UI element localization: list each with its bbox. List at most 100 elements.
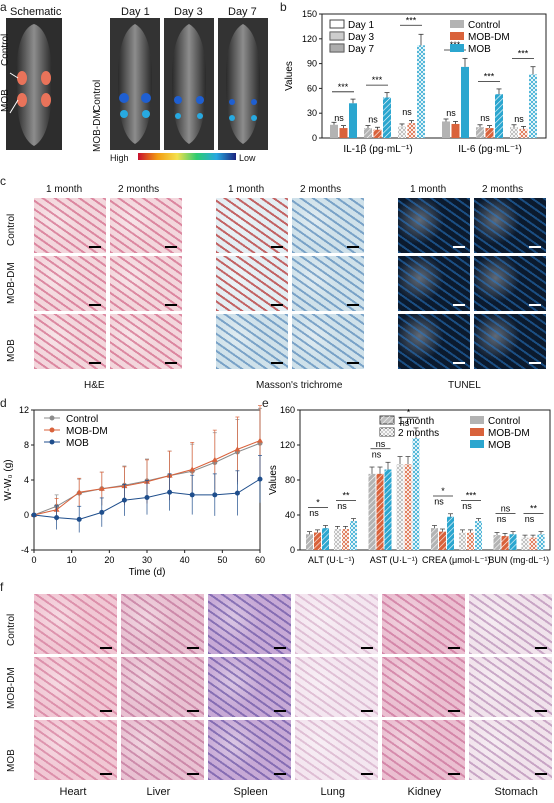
injection-site-right	[41, 71, 51, 85]
sig-stars: *	[316, 497, 320, 507]
data-point	[99, 509, 105, 515]
panel-d-label: d	[0, 396, 7, 410]
x-group-label: ALT (U·L⁻¹)	[308, 555, 354, 565]
scale-bar	[448, 647, 460, 649]
legend-label: MOB	[66, 438, 89, 449]
data-point	[98, 485, 105, 491]
x-tick-label: 60	[255, 555, 265, 565]
x-tick-label: 40	[180, 555, 190, 565]
sig-stars: ns	[501, 504, 511, 514]
mouse-imaging-panel	[6, 18, 268, 160]
column-day3: Day 3	[174, 6, 203, 18]
scale-bar	[271, 362, 283, 364]
bar-pattern	[509, 534, 517, 550]
legend-label: MOB-DM	[66, 426, 108, 437]
sig-ns: ns	[309, 508, 319, 518]
organ-tile	[208, 657, 291, 717]
organ-tile	[208, 594, 291, 654]
legend-swatch-group	[450, 32, 464, 40]
x-tick-label: 30	[142, 555, 152, 565]
legend-swatch-group	[470, 416, 484, 424]
organ-tile	[34, 720, 117, 780]
row-label: MOB-DM	[6, 667, 17, 709]
scale-bar	[274, 710, 286, 712]
panel-f-label: f	[0, 580, 4, 594]
organ-tile	[469, 720, 552, 780]
row-label: MOB	[6, 749, 17, 772]
scale-bar	[187, 710, 199, 712]
bar-pattern	[322, 528, 329, 550]
legend-swatch-group	[450, 44, 464, 52]
sig-stars: ***	[518, 49, 529, 59]
data-point	[54, 515, 60, 521]
organ-tile	[121, 720, 204, 780]
bar-pattern	[350, 521, 357, 550]
organ-tile	[382, 594, 465, 654]
y-tick-label: 0	[290, 545, 295, 555]
bar-pattern	[306, 534, 313, 550]
sig-stars: ns	[376, 439, 386, 449]
scale-bar	[165, 304, 177, 306]
bar-pattern	[314, 532, 321, 550]
sig-stars: ***	[372, 75, 383, 85]
x-tick-label: 0	[31, 555, 36, 565]
y-tick-label: 0	[312, 133, 317, 143]
x-group-label: AST (U·L⁻¹)	[370, 555, 418, 565]
scale-bar	[89, 246, 101, 248]
organ-tile	[295, 720, 378, 780]
colorbar-low: Low	[239, 153, 256, 163]
legend-swatch-group	[470, 428, 484, 436]
scale-bar	[100, 773, 112, 775]
scale-bar	[361, 710, 373, 712]
panel-e-label: e	[262, 396, 269, 410]
legend-group-label: Control	[488, 416, 520, 427]
y-tick-label: 90	[307, 59, 317, 69]
scale-bar	[89, 304, 101, 306]
bar-pattern	[404, 464, 412, 550]
legend-time-label: Day 3	[348, 32, 375, 43]
legend-marker	[49, 439, 55, 445]
histology-tile	[34, 198, 106, 253]
colorbar-high: High	[110, 153, 129, 163]
organ-tile	[469, 657, 552, 717]
scale-bar	[535, 710, 547, 712]
legend-swatch-pattern	[380, 416, 394, 424]
histology-tile	[216, 314, 288, 369]
histology-tile	[474, 198, 546, 253]
row-label: Control	[6, 213, 17, 246]
x-tick-label: 50	[217, 555, 227, 565]
y-tick-label: 120	[280, 440, 295, 450]
y-tick-label: 80	[285, 475, 295, 485]
bar-pattern	[521, 537, 529, 550]
plot-frame	[321, 13, 547, 139]
histology-tile	[110, 314, 182, 369]
legend-time-label: 2 months	[398, 428, 439, 439]
sig-stars: ***	[466, 490, 477, 500]
sig-stars: ***	[406, 15, 417, 25]
day3-image	[164, 18, 214, 150]
scale-bar	[529, 246, 541, 248]
data-point	[76, 516, 82, 522]
organ-tile	[121, 657, 204, 717]
scale-bar	[100, 647, 112, 649]
legend-swatch-time	[329, 19, 345, 29]
y-axis-label: W-W₀ (g)	[3, 459, 14, 500]
bar	[451, 123, 460, 138]
bar-pattern	[467, 532, 474, 550]
histology-tile	[110, 256, 182, 311]
legend-group-label: MOB	[488, 440, 511, 451]
scale-bar	[453, 304, 465, 306]
histology-tile	[474, 314, 546, 369]
organ-tile	[34, 657, 117, 717]
histology-tile	[292, 198, 364, 253]
scale-bar	[274, 773, 286, 775]
legend-swatch-group	[450, 20, 464, 28]
sig-ns: ns	[462, 501, 472, 511]
scale-bar	[274, 647, 286, 649]
histology-f: Heart Liver Spleen Lung Kidney Stomach Control…	[0, 590, 554, 803]
caption-2: TUNEL	[448, 380, 481, 391]
histology-tile	[34, 256, 106, 311]
scale-bar	[347, 362, 359, 364]
header-2-months: 2 months	[118, 184, 160, 195]
